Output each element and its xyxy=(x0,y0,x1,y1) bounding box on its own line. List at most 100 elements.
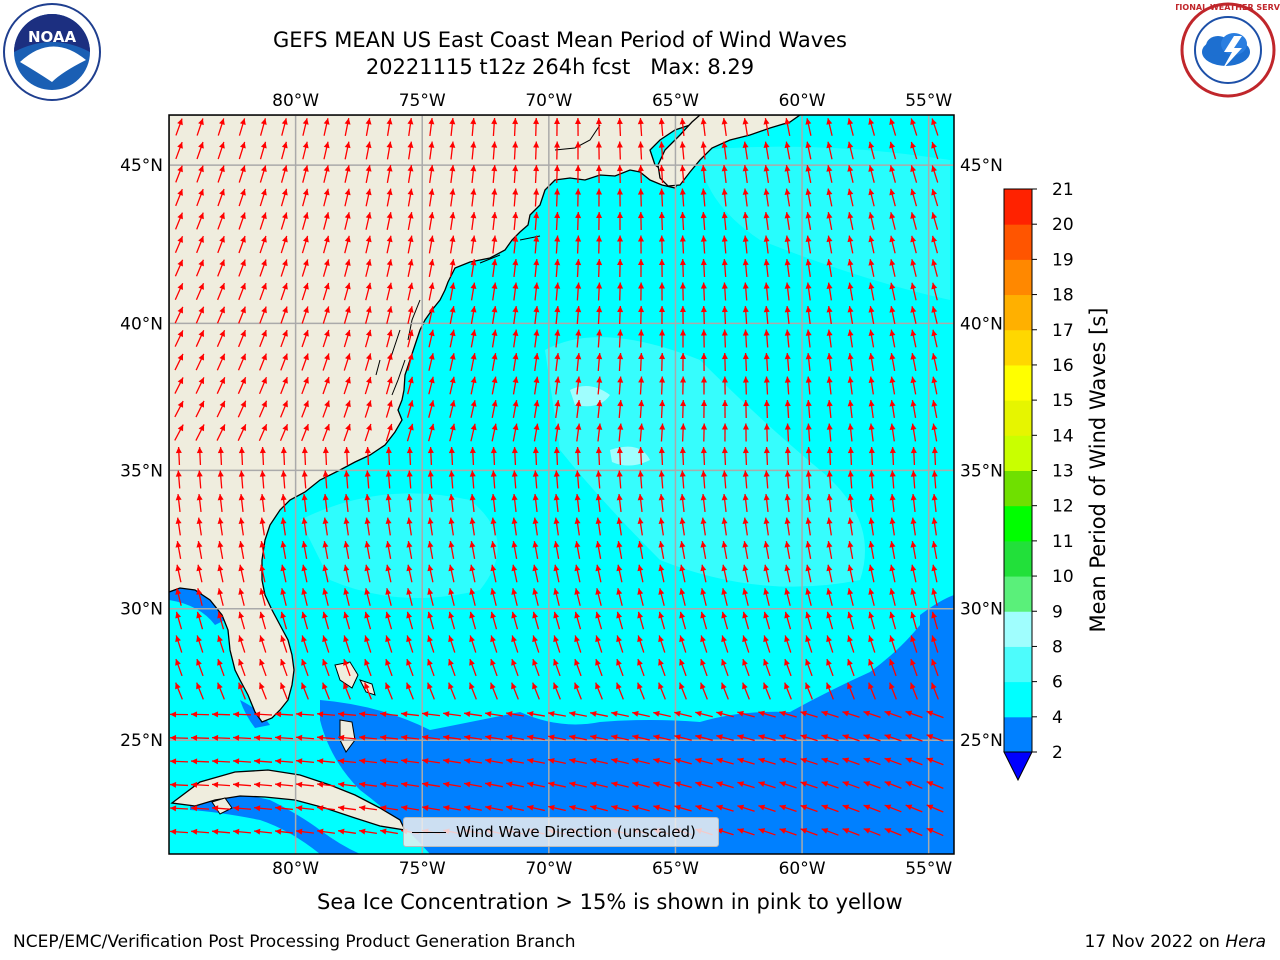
wind-wave-arrowhead xyxy=(196,635,202,643)
wind-wave-arrowhead xyxy=(868,682,874,690)
lon-tick-label-top: 80°W xyxy=(272,91,319,111)
wind-wave-arrowhead xyxy=(343,564,350,572)
wind-wave-arrowhead xyxy=(721,282,728,289)
wind-wave-arrowhead xyxy=(198,353,204,361)
wind-wave-arrowhead xyxy=(763,353,770,360)
wind-wave-arrowhead xyxy=(301,659,307,666)
wind-wave-arrowhead xyxy=(805,165,812,172)
wind-wave-arrowhead xyxy=(512,353,519,360)
wind-wave-arrowhead xyxy=(805,682,811,690)
wind-wave-arrowhead xyxy=(470,282,477,290)
wind-wave-arrowhead xyxy=(638,353,645,360)
wind-wave-arrowhead xyxy=(637,188,644,195)
wind-wave-arrowhead xyxy=(554,282,561,289)
wind-wave-arrowhead xyxy=(449,329,456,337)
wind-wave-arrowhead xyxy=(303,400,309,408)
wind-wave-arrowhead xyxy=(275,711,282,718)
wind-wave-arrowhead xyxy=(847,212,854,219)
wind-wave-arrowhead xyxy=(931,564,938,572)
colorbar-tick-label: 4 xyxy=(1052,708,1063,728)
wind-wave-arrowhead xyxy=(240,259,246,267)
wind-wave-arrowhead xyxy=(632,804,639,811)
wind-wave-arrowhead xyxy=(261,212,267,220)
wind-wave-arrowhead xyxy=(212,828,219,835)
wind-wave-arrowhead xyxy=(695,757,702,764)
colorbar-segment xyxy=(1004,400,1032,436)
wind-wave-arrowhead xyxy=(716,757,723,764)
wind-wave-arrowhead xyxy=(449,400,456,407)
wind-wave-arrowhead xyxy=(679,635,685,643)
wind-wave-arrowhead xyxy=(317,758,324,765)
wind-wave-arrowhead xyxy=(449,141,456,148)
wind-wave-arrowhead xyxy=(490,541,497,548)
wind-wave-arrowhead xyxy=(905,828,913,834)
wind-wave-arrowhead xyxy=(868,306,875,313)
wind-wave-arrowhead xyxy=(553,659,559,666)
wind-wave-arrowhead xyxy=(742,400,749,407)
wind-wave-arrowhead xyxy=(282,212,288,220)
wind-wave-arrowhead xyxy=(910,541,917,548)
wind-wave-arrowhead xyxy=(385,659,391,666)
wind-wave-arrowhead xyxy=(910,141,916,149)
wind-wave-arrowhead xyxy=(847,659,853,666)
wind-wave-arrowhead xyxy=(448,611,455,619)
wind-wave-arrowhead xyxy=(364,659,370,666)
wind-wave-arrowhead xyxy=(926,781,934,787)
wind-wave-arrowhead xyxy=(469,635,475,643)
lon-tick-label-top: 65°W xyxy=(652,91,699,111)
colorbar-tick-label: 15 xyxy=(1052,391,1074,411)
wind-wave-arrowhead xyxy=(617,353,624,360)
wind-wave-arrowhead xyxy=(742,659,748,666)
wind-wave-arrowhead xyxy=(196,517,203,524)
wind-wave-arrowhead xyxy=(196,588,203,595)
colorbar-segment xyxy=(1004,576,1032,612)
wind-wave-arrowhead xyxy=(365,329,372,337)
wind-wave-arrowhead xyxy=(175,564,182,572)
wind-wave-arrowhead xyxy=(931,541,938,548)
wind-wave-arrowhead xyxy=(763,141,770,149)
wind-wave-arrowhead xyxy=(574,635,580,643)
wind-wave-arrowhead xyxy=(386,165,393,172)
wind-wave-arrowhead xyxy=(554,141,561,148)
wind-wave-arrowhead xyxy=(491,188,498,195)
map-subtitle: 20221115 t12z 264h fcst Max: 8.29 xyxy=(365,55,755,79)
wind-wave-arrowhead xyxy=(826,165,833,172)
wind-wave-arrowhead xyxy=(805,447,812,454)
wind-wave-arrowhead xyxy=(574,494,581,501)
wind-wave-arrowhead xyxy=(680,400,687,407)
lat-tick-label-left: 40°N xyxy=(120,314,163,334)
wind-wave-arrowhead xyxy=(595,118,602,125)
wind-wave-arrowhead xyxy=(700,188,707,195)
wind-wave-arrowhead xyxy=(590,734,597,741)
wind-wave-arrowhead xyxy=(280,635,286,643)
wind-wave-arrowhead xyxy=(805,282,812,289)
wind-wave-arrowhead xyxy=(889,141,896,149)
wind-wave-arrowhead xyxy=(470,329,477,337)
wind-wave-arrowhead xyxy=(868,282,875,290)
wind-wave-arrowhead xyxy=(511,541,518,548)
wind-wave-arrowhead xyxy=(700,588,707,595)
wind-wave-arrowhead xyxy=(240,212,246,220)
wind-wave-arrowhead xyxy=(511,447,518,454)
wind-wave-arrowhead xyxy=(931,659,937,666)
wind-wave-arrowhead xyxy=(428,353,435,360)
wind-wave-arrowhead xyxy=(679,165,686,172)
wind-wave-arrowhead xyxy=(637,517,644,524)
wind-wave-arrowhead xyxy=(491,165,498,172)
wind-wave-arrowhead xyxy=(910,470,917,477)
wind-wave-arrowhead xyxy=(784,517,791,524)
wind-wave-arrowhead xyxy=(365,282,372,290)
wind-wave-arrowhead xyxy=(406,611,413,619)
wind-wave-arrowhead xyxy=(700,447,707,454)
colorbar-tick-label: 13 xyxy=(1052,462,1074,482)
wind-wave-arrowhead xyxy=(407,188,414,196)
wind-wave-arrowhead xyxy=(826,118,833,125)
wind-wave-arrowhead xyxy=(784,329,791,336)
wind-wave-arrowhead xyxy=(259,494,266,501)
wind-wave-arrowhead xyxy=(826,541,833,548)
wind-wave-arrowhead xyxy=(554,400,561,407)
wind-wave-arrowhead xyxy=(177,330,184,338)
wind-wave-arrowhead xyxy=(449,282,456,290)
wind-wave-arrowhead xyxy=(217,470,224,477)
wind-wave-arrowhead xyxy=(233,781,240,788)
